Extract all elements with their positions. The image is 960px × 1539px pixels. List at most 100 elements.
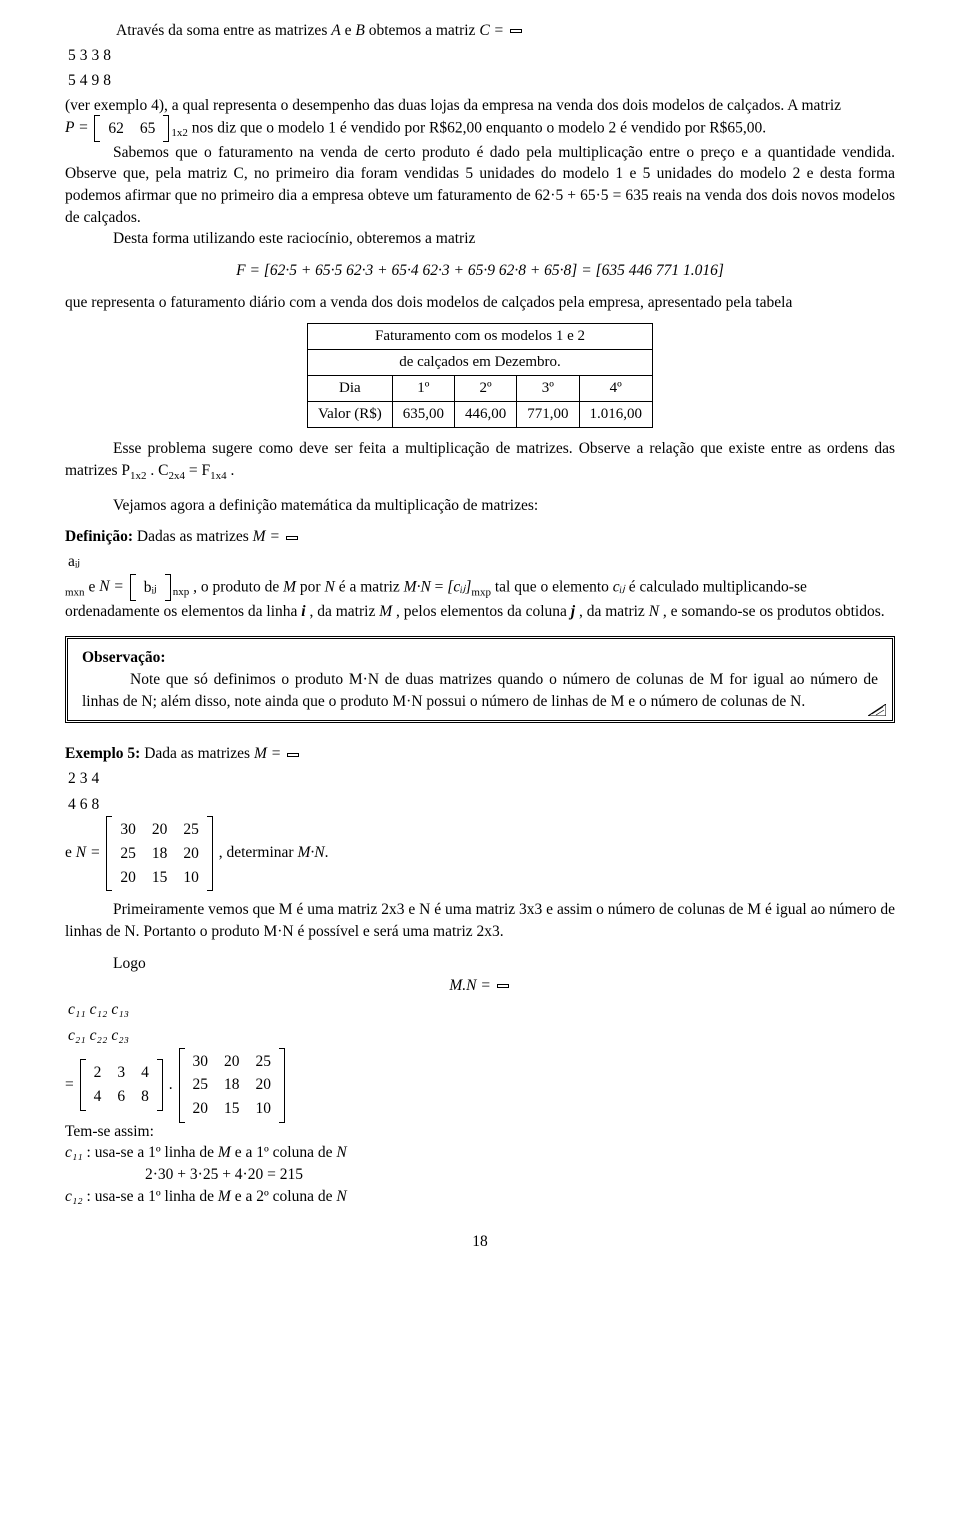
- temse-label: Tem-se assim:: [65, 1121, 895, 1143]
- eq: =: [271, 745, 285, 762]
- cell: 10: [175, 866, 207, 890]
- ex5-label: Exemplo 5:: [65, 745, 140, 762]
- matrix-N-generic: N = bᵢⱼnxp: [99, 578, 193, 595]
- paragraph-tabela-intro: que representa o faturamento diário com …: [65, 292, 895, 314]
- sub: 1x2: [130, 470, 147, 482]
- cell: 20: [112, 866, 144, 890]
- cell: 4: [67, 793, 77, 817]
- cell: c₁₃: [110, 998, 130, 1022]
- text: .: [325, 844, 329, 861]
- text: por: [300, 578, 325, 595]
- cell: 62: [100, 117, 132, 141]
- table-cell: 446,00: [455, 402, 517, 428]
- sub-1x2: 1x2: [171, 127, 188, 139]
- cell: 6: [79, 793, 89, 817]
- sym-N: N: [99, 578, 109, 595]
- matrix-N: 30 20 25 25 18 20 20 15 10: [106, 818, 213, 889]
- cell: 2: [86, 1061, 110, 1085]
- sym-P: P: [65, 119, 74, 136]
- cell: 30: [185, 1050, 217, 1074]
- c11-calc: 2·30 + 3·25 + 4·20 = 215: [65, 1164, 895, 1186]
- cell: 25: [185, 1073, 217, 1097]
- cell: 15: [216, 1097, 248, 1121]
- sym-j: j: [571, 603, 575, 620]
- text: , da matriz: [579, 603, 649, 620]
- cell: bᵢⱼ: [136, 576, 165, 600]
- sub: 2x4: [168, 470, 185, 482]
- table-cell: 635,00: [392, 402, 454, 428]
- cell: 20: [216, 1050, 248, 1074]
- sym-B: B: [355, 22, 364, 39]
- sym-cij: cᵢⱼ: [613, 578, 625, 595]
- text: : usa-se a 1º linha de: [87, 1188, 218, 1205]
- sym-M: M: [253, 528, 266, 545]
- sub-mxp: mxp: [471, 586, 491, 598]
- text: e: [65, 844, 76, 861]
- table-head: 3º: [517, 376, 579, 402]
- table-cell: Valor (R$): [308, 402, 393, 428]
- sym-c12: c₁₂: [65, 1188, 83, 1205]
- eq: =: [78, 119, 92, 136]
- text: Dadas as matrizes: [137, 528, 253, 545]
- sym-A: A: [331, 22, 340, 39]
- cell: 4: [79, 69, 89, 93]
- observation-box: Observação: Note que só definimos o prod…: [65, 636, 895, 723]
- sub-nxp: nxp: [173, 586, 190, 598]
- formula-MN: M.N =: [65, 975, 895, 997]
- text: obtemos a matriz: [369, 22, 480, 39]
- sym-MN: M·N: [404, 578, 431, 595]
- sym-N: N: [336, 1188, 346, 1205]
- text: e a 2º coluna de: [235, 1188, 337, 1205]
- sub: 1x4: [210, 470, 227, 482]
- sym-MN: M·N: [297, 844, 324, 861]
- matrix-P-expr: P = 62 65 1x2: [65, 119, 192, 136]
- paragraph-faturamento: Sabemos que o faturamento na venda de ce…: [65, 142, 895, 229]
- text: é a matriz: [339, 578, 404, 595]
- mn-eq: M.N =: [449, 977, 494, 994]
- cell: 4: [86, 1085, 110, 1109]
- cell: 8: [102, 69, 112, 93]
- cell: 8: [133, 1085, 157, 1109]
- cell: aᵢⱼ: [67, 550, 81, 574]
- cell: c₁₁: [67, 998, 87, 1022]
- text: nos diz que o modelo 1 é vendido por R$6…: [192, 119, 766, 136]
- cell: 20: [248, 1073, 280, 1097]
- table-head: 4º: [579, 376, 653, 402]
- cell: 5: [67, 44, 77, 68]
- paragraph-primeiramente: Primeiramente vemos que M é uma matriz 2…: [65, 899, 895, 942]
- cell: 9: [91, 69, 101, 93]
- sym-N: N: [324, 578, 334, 595]
- table-cell: 771,00: [517, 402, 579, 428]
- sym-C: C: [479, 22, 489, 39]
- text: (ver exemplo 4), a qual representa o des…: [65, 97, 841, 114]
- c11-line: c₁₁ : usa-se a 1º linha de M e a 1º colu…: [65, 1142, 895, 1164]
- cell: 6: [109, 1085, 133, 1109]
- cell: 5: [67, 69, 77, 93]
- def-label: Definição:: [65, 528, 133, 545]
- sym-M: M: [218, 1188, 231, 1205]
- sym-N: N: [336, 1144, 346, 1161]
- eq: =: [269, 528, 283, 545]
- cell: 30: [112, 818, 144, 842]
- fold-corner-icon: [868, 704, 886, 716]
- text: Dada as matrizes: [144, 745, 254, 762]
- sym-M: M: [283, 578, 296, 595]
- cell: 20: [185, 1097, 217, 1121]
- cell: 18: [144, 842, 176, 866]
- text: . C: [147, 462, 169, 479]
- text: e: [88, 578, 99, 595]
- table-head: Dia: [308, 376, 393, 402]
- sym-N: N: [76, 844, 86, 861]
- definition-line: Definição: Dadas as matrizes M =: [65, 526, 895, 548]
- eq: =: [494, 22, 508, 39]
- text: , e somando-se os produtos obtidos.: [663, 603, 885, 620]
- table-cell: 1.016,00: [579, 402, 653, 428]
- cell: 3: [91, 44, 101, 68]
- cell: 4: [91, 767, 101, 791]
- sub-mxn: mxn: [65, 586, 85, 598]
- eq: =: [65, 1076, 78, 1093]
- bracket-cij: [cᵢⱼ]: [447, 578, 471, 595]
- eq: =: [113, 578, 127, 595]
- paragraph-raciocinio: Desta forma utilizando este raciocínio, …: [65, 228, 895, 250]
- matrix-N-expr: N = 30 20 25 25 18 20 20 15 10: [76, 844, 219, 861]
